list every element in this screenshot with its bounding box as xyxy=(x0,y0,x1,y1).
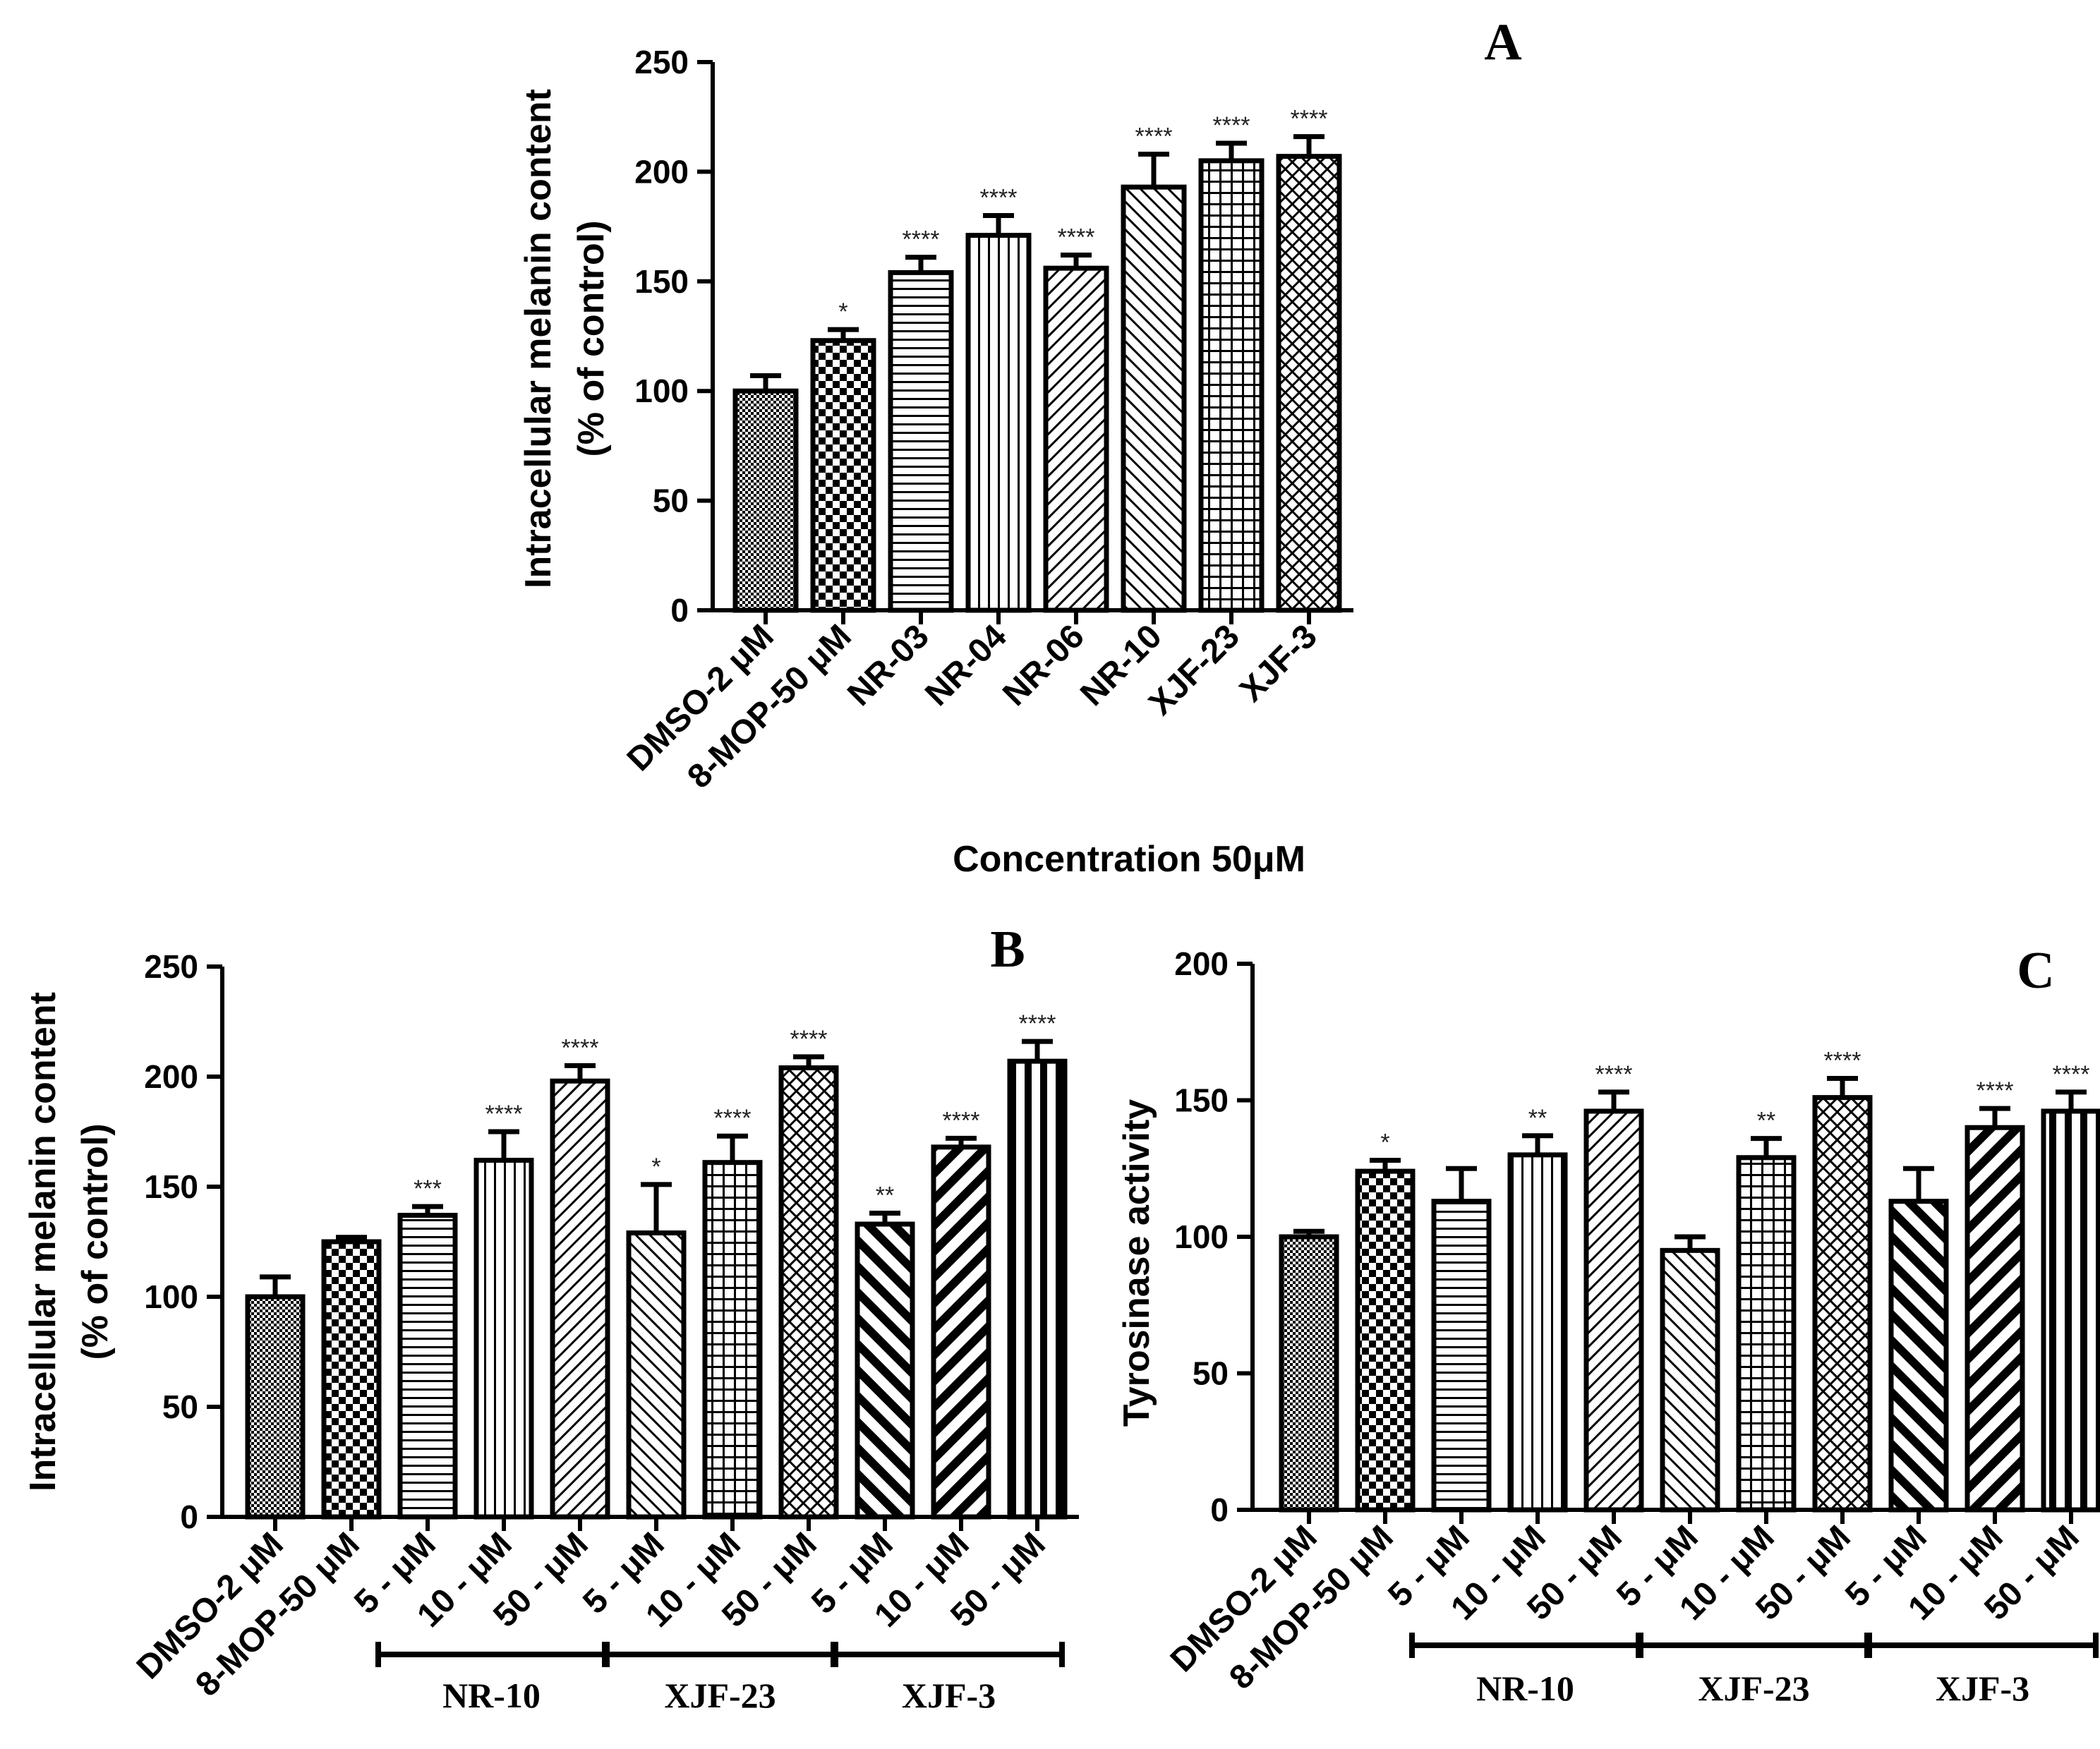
panel-a-significance-label: **** xyxy=(1135,123,1173,150)
panel-c-y-tick-label: 200 xyxy=(1174,945,1229,982)
panel-c-bar xyxy=(1812,1095,1873,1513)
panel-c-group-label: XJF-3 xyxy=(1936,1669,2029,1708)
panel-a-chart: A Intracellular melanin content (% of co… xyxy=(518,13,1522,880)
panel-b-y-tick-label: 50 xyxy=(162,1388,198,1425)
panel-b-ylabel-line2: (% of control) xyxy=(75,1123,116,1360)
panel-c-group-label: NR-10 xyxy=(1476,1669,1574,1708)
panel-b-bar xyxy=(702,1160,763,1520)
panel-a-bar xyxy=(888,270,954,613)
panel-a-ylabel-line2: (% of control) xyxy=(571,220,612,456)
panel-b-group-label: NR-10 xyxy=(442,1676,541,1715)
panel-a-significance-label: **** xyxy=(1213,112,1250,139)
panel-b-significance-label: * xyxy=(651,1154,660,1180)
panel-a-significance-label: **** xyxy=(980,185,1018,212)
panel-b-chart: B Intracellular melanin content (% of co… xyxy=(23,921,1079,1715)
panel-b-y-tick-label: 200 xyxy=(144,1058,198,1095)
panel-b-y-tick-label: 150 xyxy=(144,1168,198,1205)
panel-b-bar xyxy=(550,1078,610,1520)
panel-a-letter: A xyxy=(1484,13,1521,71)
panel-b-letter: B xyxy=(990,921,1025,979)
panel-a-bar xyxy=(1276,154,1342,613)
panel-c-y-tick-label: 150 xyxy=(1174,1082,1229,1119)
panel-a-category-label: NR-03 xyxy=(840,617,936,713)
panel-a-y-tick-label: 100 xyxy=(634,373,689,409)
panel-c-bar xyxy=(1279,1234,1339,1513)
panel-c-bar xyxy=(2041,1108,2100,1513)
panel-c-bar xyxy=(1355,1168,1416,1513)
panel-b-bar xyxy=(245,1294,306,1520)
panel-b-bar xyxy=(626,1230,687,1520)
panel-a-y-tick-label: 250 xyxy=(634,44,689,80)
panel-c-significance-label: **** xyxy=(1977,1077,2014,1104)
panel-b-bar xyxy=(473,1158,534,1520)
panel-b-significance-label: **** xyxy=(562,1034,599,1061)
panel-a-bar xyxy=(1198,158,1265,613)
panel-a-y-tick-label: 50 xyxy=(653,483,689,519)
panel-a-category-label: NR-04 xyxy=(918,617,1014,713)
panel-c-chart: C Tyrosinase activity 050100150200DMSO-2… xyxy=(1116,942,2100,1708)
panel-b-y-tick-label: 0 xyxy=(180,1499,198,1535)
panel-b-group-label: XJF-3 xyxy=(902,1676,996,1715)
panel-c-bar xyxy=(1431,1199,1492,1513)
panel-c-bar xyxy=(1660,1247,1720,1513)
panel-c-bar xyxy=(1965,1125,2025,1513)
panel-b-significance-label: *** xyxy=(414,1175,442,1202)
panel-a-significance-label: **** xyxy=(1291,106,1328,133)
panel-a-bar xyxy=(1121,184,1187,613)
panel-a-y-tick-label: 0 xyxy=(670,592,689,629)
panel-b-bar xyxy=(778,1065,839,1520)
panel-a-significance-label: **** xyxy=(903,226,940,253)
panel-a-bar xyxy=(732,388,799,613)
panel-a-y-tick-label: 200 xyxy=(634,153,689,190)
panel-c-group-label: XJF-23 xyxy=(1698,1669,1809,1708)
panel-b-significance-label: ** xyxy=(876,1182,894,1209)
panel-b-significance-label: **** xyxy=(943,1107,980,1134)
panel-a-bar xyxy=(965,233,1032,613)
panel-a-xlabel: Concentration 50μM xyxy=(953,839,1305,880)
panel-b-significance-label: **** xyxy=(1019,1010,1056,1037)
panel-a-y-tick-label: 150 xyxy=(634,263,689,300)
panel-c-bar xyxy=(1736,1155,1797,1513)
panel-b-bar xyxy=(321,1239,382,1520)
panel-a-bar xyxy=(810,338,876,613)
panel-b-significance-label: **** xyxy=(485,1101,523,1127)
panel-a-significance-label: **** xyxy=(1058,224,1095,251)
panel-c-bar xyxy=(1507,1152,1568,1513)
panel-c-significance-label: ** xyxy=(1757,1108,1775,1134)
panel-c-y-tick-label: 50 xyxy=(1193,1355,1229,1392)
panel-a-category-label: NR-06 xyxy=(996,617,1092,713)
panel-c-significance-label: ** xyxy=(1528,1105,1547,1132)
panel-c-y-tick-label: 100 xyxy=(1174,1218,1229,1255)
panel-c-ylabel: Tyrosinase activity xyxy=(1116,1099,1157,1427)
panel-b-ylabel-line1: Intracellular melanin content xyxy=(23,992,64,1491)
panel-c-significance-label: **** xyxy=(1595,1061,1633,1088)
panel-b-bar xyxy=(931,1144,991,1520)
panel-c-bar xyxy=(1888,1199,1949,1513)
panel-c-bar xyxy=(1583,1108,1644,1513)
panel-b-significance-label: **** xyxy=(714,1105,752,1132)
panel-c-significance-label: **** xyxy=(2053,1061,2090,1088)
panel-b-y-tick-label: 100 xyxy=(144,1278,198,1315)
panel-b-bar xyxy=(397,1213,458,1520)
panel-b-bar xyxy=(855,1221,915,1520)
panel-a-bar xyxy=(1043,265,1109,613)
panel-b-significance-label: **** xyxy=(790,1026,828,1053)
panel-c-significance-label: * xyxy=(1380,1130,1389,1156)
panel-a-category-label: XJF-3 xyxy=(1233,617,1324,709)
panel-a-ylabel-line1: Intracellular melanin content xyxy=(518,89,559,588)
panel-b-group-label: XJF-23 xyxy=(664,1676,776,1715)
panel-c-letter: C xyxy=(2017,942,2054,1000)
panel-b-bar xyxy=(1007,1058,1068,1520)
panel-a-significance-label: * xyxy=(838,298,847,325)
panel-c-significance-label: **** xyxy=(1824,1048,1861,1075)
panel-c-y-tick-label: 0 xyxy=(1210,1491,1229,1528)
panel-b-y-tick-label: 250 xyxy=(144,948,198,985)
